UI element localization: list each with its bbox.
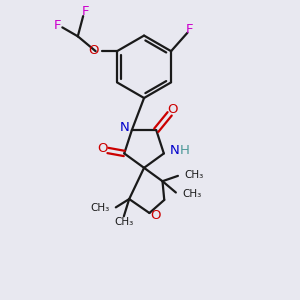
Text: O: O (89, 44, 99, 57)
Text: O: O (167, 103, 178, 116)
Text: N: N (119, 121, 129, 134)
Text: O: O (151, 209, 161, 223)
Text: F: F (82, 5, 89, 18)
Text: CH₃: CH₃ (90, 203, 109, 213)
Text: CH₃: CH₃ (114, 217, 134, 226)
Text: F: F (54, 20, 62, 32)
Text: O: O (97, 142, 108, 155)
Text: H: H (180, 144, 190, 157)
Text: F: F (186, 23, 194, 36)
Text: CH₃: CH₃ (184, 170, 204, 180)
Text: N: N (170, 144, 179, 157)
Text: CH₃: CH₃ (182, 189, 202, 199)
